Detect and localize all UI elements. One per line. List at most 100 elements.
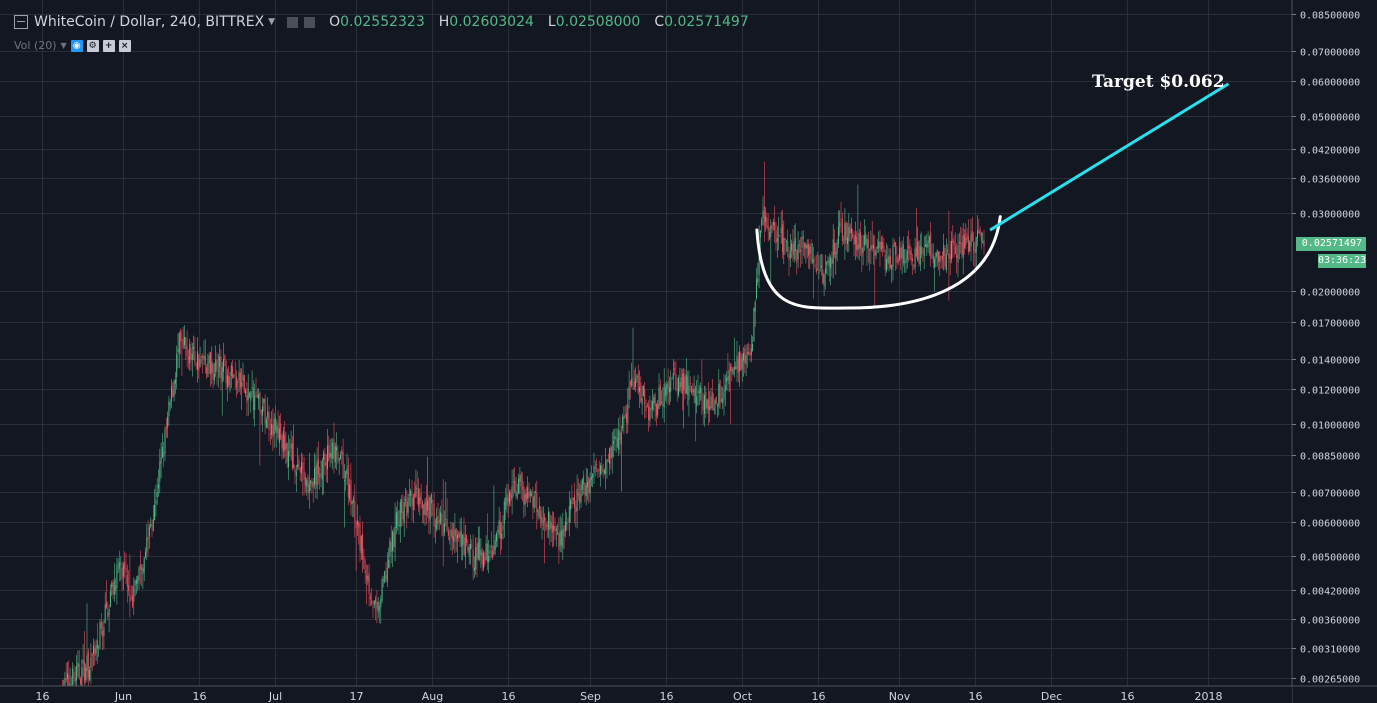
candle-body: [177, 348, 179, 352]
chevron-down-icon[interactable]: ▼: [268, 17, 276, 27]
candle-body: [733, 367, 735, 369]
candle-body: [224, 355, 226, 361]
candle-body: [368, 573, 370, 594]
candle-body: [275, 417, 276, 430]
candle-body: [832, 239, 834, 264]
candle-body: [787, 241, 789, 252]
candle-body: [883, 246, 885, 253]
candle-body: [866, 238, 868, 249]
candle-body: [67, 673, 68, 679]
candle-body: [748, 352, 750, 355]
candle-body: [282, 430, 284, 452]
candle-body: [514, 480, 516, 492]
candle-body: [228, 376, 230, 386]
close-icon[interactable]: ×: [118, 39, 131, 52]
candle-body: [769, 231, 770, 240]
candle-body: [592, 473, 594, 478]
candle-body: [371, 600, 373, 605]
candle-body: [208, 355, 210, 363]
price-tick-label: 0.00850000: [1300, 452, 1360, 463]
price-tick-label: 0.00360000: [1300, 616, 1360, 627]
candle-body: [223, 359, 224, 372]
candle-body: [557, 532, 559, 534]
candle-body: [384, 571, 386, 583]
candle-body: [843, 239, 845, 241]
collapse-icon[interactable]: [14, 15, 28, 29]
candle-body: [431, 493, 432, 504]
candle-body: [895, 242, 897, 255]
symbol-title[interactable]: WhiteCoin / Dollar, 240, BITTREX: [34, 14, 265, 30]
candle-body: [668, 387, 670, 393]
candle-body: [850, 228, 852, 234]
chevron-down-icon[interactable]: ▼: [60, 41, 67, 50]
candle-body: [418, 489, 419, 507]
candle-body: [536, 493, 538, 513]
candle-body: [555, 528, 557, 531]
time-tick-label: 16: [969, 690, 983, 703]
candle-body: [532, 496, 534, 507]
candle-body: [714, 400, 716, 414]
candle-body: [466, 534, 468, 543]
candle-body: [891, 264, 893, 270]
visibility-icon[interactable]: ◉: [70, 39, 83, 52]
candle-body: [295, 471, 297, 477]
add-icon[interactable]: +: [102, 39, 115, 52]
candle-body: [589, 478, 591, 494]
candle-body: [78, 663, 80, 678]
candle-body: [126, 574, 128, 587]
candle-body: [414, 493, 416, 498]
price-axis[interactable]: 0.08500000 0.07000000 0.06000000 0.05000000…: [1292, 11, 1360, 686]
candle-body: [665, 387, 666, 397]
candle-body: [165, 427, 167, 430]
candle-body: [645, 405, 647, 411]
candle-body: [453, 536, 455, 542]
candle-body: [876, 246, 878, 249]
candle-body: [821, 265, 822, 268]
candle-body: [199, 359, 201, 368]
candle-body: [364, 570, 366, 574]
candle-body: [952, 238, 954, 243]
candle-body: [297, 464, 299, 468]
candle-body: [154, 504, 156, 521]
candle-body: [567, 521, 569, 523]
candle-body: [930, 232, 932, 258]
price-tick-label: 0.01000000: [1300, 421, 1360, 432]
gear-icon[interactable]: ⚙: [86, 39, 99, 52]
eye-icon[interactable]: [287, 16, 299, 28]
time-axis[interactable]: 16 Jun 16 Jul 17 Aug 16 Sep 16 Oct 16 Nov 16 Dec 16 201…: [36, 690, 1223, 703]
candle-body: [442, 523, 444, 537]
candle-body: [566, 523, 568, 524]
candle-body: [979, 229, 981, 235]
settings-icon[interactable]: [304, 16, 316, 28]
candle-body: [678, 377, 679, 396]
candle-body: [618, 430, 620, 450]
candle-body: [774, 221, 776, 230]
candle-body: [98, 647, 100, 648]
candle-body: [501, 533, 503, 539]
target-trend-line[interactable]: [989, 82, 1230, 232]
candle-body: [345, 470, 347, 478]
candle-body: [290, 443, 292, 449]
candle-body: [148, 526, 150, 537]
candle-body: [704, 395, 705, 414]
candle-body: [147, 536, 149, 540]
price-tick-label: 0.03600000: [1300, 175, 1360, 186]
candle-body: [398, 524, 400, 527]
candle-body: [308, 483, 310, 494]
ohlc-low-label: L: [547, 14, 556, 30]
candle-body: [801, 236, 803, 248]
candle-body: [191, 353, 193, 361]
volume-indicator-label[interactable]: Vol (20): [14, 39, 57, 52]
candle-body: [518, 478, 520, 494]
candle-body: [498, 520, 500, 536]
candle-body: [333, 439, 335, 460]
candle-body: [600, 465, 601, 474]
candle-body: [134, 581, 136, 586]
candle-body: [719, 380, 721, 404]
candle-body: [89, 669, 91, 681]
candle-body: [408, 494, 410, 496]
candle-body: [717, 404, 718, 406]
target-annotation[interactable]: Target $0.062: [1092, 72, 1225, 92]
